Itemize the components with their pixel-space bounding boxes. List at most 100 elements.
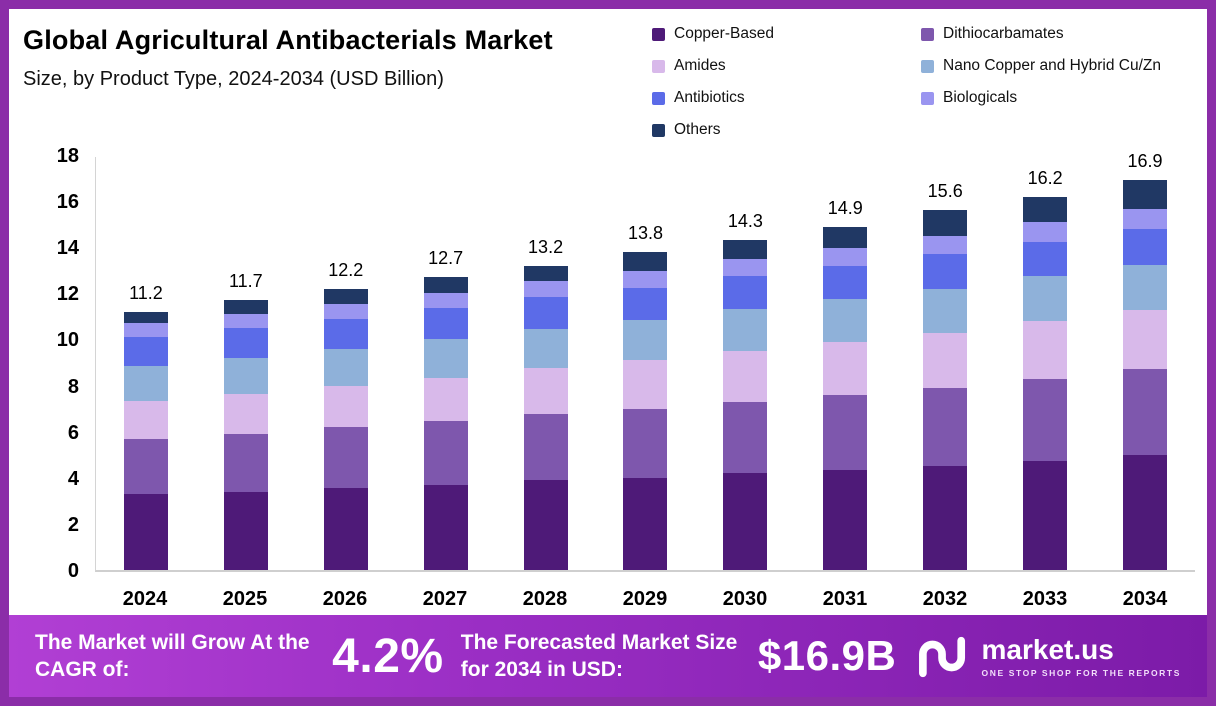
bar-segment — [1123, 309, 1168, 370]
bar-segment — [823, 469, 868, 570]
bar-segment — [523, 414, 568, 481]
bar-value-label: 15.6 — [927, 181, 963, 202]
bar-column: 12.7 — [396, 157, 496, 570]
legend-swatch-icon — [652, 59, 665, 73]
logo-text: market.us — [981, 634, 1114, 665]
bar-segment — [723, 258, 768, 277]
bar-value-label: 16.9 — [1127, 151, 1163, 172]
bar-segment — [723, 350, 768, 402]
bar-segment — [123, 323, 168, 338]
bar-segment — [1123, 228, 1168, 265]
y-tick-label: 0 — [67, 560, 79, 582]
x-tick-label: 2025 — [222, 588, 268, 610]
bar-segment — [223, 357, 268, 394]
bar-segment — [123, 400, 168, 439]
x-tick-label: 2031 — [822, 588, 868, 610]
bar-segment — [623, 477, 668, 570]
bar-segment — [723, 473, 768, 570]
bar-segment — [1123, 209, 1168, 229]
bar-segment — [923, 235, 968, 255]
bar-value-label: 12.2 — [328, 259, 364, 280]
forecast-label: The Forecasted Market Size for 2034 in U… — [460, 630, 738, 681]
bar-segment — [423, 484, 468, 570]
bar-segment — [223, 300, 268, 314]
bar-segment — [623, 270, 668, 288]
bar-segment — [323, 427, 368, 489]
bar-column: 12.2 — [296, 157, 396, 570]
bar-segment — [423, 292, 468, 309]
cagr-label: The Market will Grow At the CAGR of: — [35, 630, 310, 681]
x-tick-label: 2033 — [1022, 588, 1068, 610]
legend-label: Nano Copper and Hybrid Cu/Zn — [943, 57, 1161, 74]
legend-label: Others — [674, 121, 721, 138]
legend-label: Amides — [674, 57, 726, 74]
x-tick-label: 2026 — [322, 588, 368, 610]
bar-segment — [1123, 180, 1168, 210]
bar-segment — [323, 288, 368, 304]
y-tick-label: 16 — [56, 191, 79, 214]
bar-segment — [623, 319, 668, 361]
stacked-bar — [1123, 180, 1168, 570]
legend-item: Others — [652, 121, 907, 139]
bar-segment — [823, 247, 868, 266]
x-tick-label: 2028 — [522, 588, 568, 610]
bar-value-label: 16.2 — [1027, 167, 1063, 188]
bar-segment — [623, 287, 668, 320]
bar-value-label: 13.2 — [528, 236, 564, 257]
legend-swatch-icon — [652, 123, 665, 137]
bar-segment — [623, 408, 668, 478]
bar-segment — [523, 368, 568, 415]
bar-segment — [323, 318, 368, 349]
bar-segment — [723, 401, 768, 474]
bar-segment — [723, 240, 768, 259]
bar-segment — [823, 394, 868, 470]
bar-value-label: 11.7 — [229, 271, 263, 292]
bar-segment — [823, 299, 868, 342]
y-tick-label: 10 — [56, 329, 79, 352]
bar-column: 14.9 — [795, 157, 895, 570]
bar-column: 16.2 — [995, 157, 1095, 570]
x-tick-label: 2032 — [922, 588, 968, 610]
y-tick-label: 2 — [67, 513, 79, 536]
bar-column: 11.2 — [96, 157, 196, 570]
stacked-bar — [323, 288, 368, 570]
stacked-bar — [123, 311, 168, 570]
marketus-logo-icon — [918, 636, 965, 678]
bar-segment — [1123, 369, 1168, 455]
bar-segment — [723, 309, 768, 351]
bar-segment — [923, 332, 968, 388]
x-tick-label: 2030 — [722, 588, 768, 610]
bar-value-label: 13.8 — [627, 222, 663, 243]
y-tick-label: 14 — [56, 237, 79, 260]
bar-segment — [523, 280, 568, 297]
bar-segment — [723, 276, 768, 310]
bar-segment — [423, 421, 468, 485]
legend-item: Copper-Based — [652, 25, 907, 43]
x-tick-label: 2034 — [1122, 588, 1168, 610]
chart-header: Global Agricultural Antibacterials Marke… — [23, 21, 1201, 139]
plot-wrap: 11.2 11.7 12.2 12.7 13.2 13.8 14.3 14.9 15.6 16.2… — [95, 151, 1201, 611]
bar-segment — [123, 438, 168, 494]
legend-swatch-icon — [921, 27, 934, 41]
bar-segment — [923, 288, 968, 333]
bar-segment — [1023, 241, 1068, 277]
bar-segment — [923, 387, 968, 467]
bar-column: 11.7 — [196, 157, 296, 570]
bar-segment — [423, 377, 468, 422]
stacked-bar — [723, 240, 768, 570]
y-axis: 0 2 4 6 8 10 12 14 16 18 — [23, 145, 95, 582]
legend-label: Dithiocarbamates — [943, 25, 1064, 42]
stacked-bar — [423, 277, 468, 570]
legend-item: Biologicals — [921, 89, 1201, 107]
stacked-bar — [923, 210, 968, 570]
bar-segment — [823, 226, 868, 248]
footer-banner: The Market will Grow At the CAGR of: 4.2… — [9, 615, 1207, 697]
x-tick-label: 2024 — [122, 588, 168, 610]
chart-title: Global Agricultural Antibacterials Marke… — [23, 25, 553, 55]
bar-segment — [123, 493, 168, 570]
bar-value-label: 14.3 — [727, 211, 763, 232]
stacked-bar-chart: 0 2 4 6 8 10 12 14 16 18 11.2 11.7 12.2 12.7 13.2 13.8… — [23, 145, 1201, 611]
bar-segment — [123, 337, 168, 366]
bar-segment — [1123, 454, 1168, 570]
